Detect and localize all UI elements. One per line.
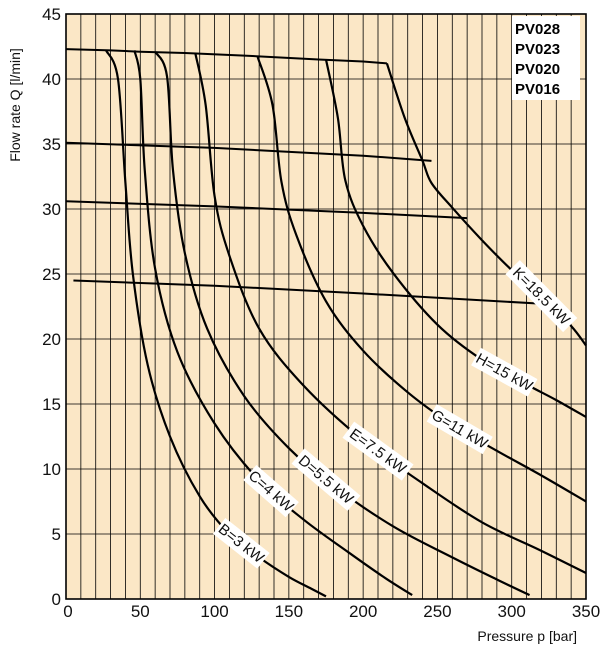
y-tick-label: 45 [42,5,61,24]
model-line-pv023 [65,141,432,162]
curve-label-backing [342,421,414,481]
model-line-pv016 [73,279,545,305]
model-label-pv023: PV023 [515,41,560,58]
curve-h-15-kw [324,59,587,418]
x-tick-label: 250 [423,602,451,621]
x-tick-label: 100 [200,602,228,621]
curve-label-backing [505,260,578,333]
curve-label-backing [212,518,270,569]
x-tick-label: 200 [349,602,377,621]
y-tick-label: 30 [42,200,61,219]
curve-b-3-kw [105,49,327,598]
plot-frame [65,13,587,600]
curve-c-4-kw [133,50,413,597]
tick-labels: 0 50 100 150 200 250 300 350 0 5 10 15 20 25 30 35 40 45 [42,5,600,621]
x-tick-label: 350 [572,602,600,621]
x-axis-label: Pressure p [bar] [477,628,577,644]
curve-e-7-5-kw [194,52,587,574]
model-legend: PV028 PV023 PV020 PV016 [512,16,580,100]
curve-label-backing [471,347,538,397]
curve-g-11-kw [256,56,587,503]
y-axis-label: Flow rate Q [l/min] [7,48,23,162]
y-tick-label: 10 [42,460,61,479]
model-label-pv028: PV028 [515,21,560,38]
plot-background [66,14,586,599]
x-tick-label: 300 [498,602,526,621]
x-tick-label: 50 [131,602,150,621]
y-tick-label: 20 [42,330,61,349]
x-tick-label: 150 [275,602,303,621]
y-tick-label: 40 [42,70,61,89]
model-legend-box [512,16,580,100]
curve-label-backing [426,404,493,455]
curve-label-backing [243,465,299,518]
model-label-pv016: PV016 [515,81,560,98]
y-tick-label: 5 [52,525,61,544]
y-tick-label: 15 [42,395,61,414]
y-tick-label: 35 [42,135,61,154]
model-label-pv020: PV020 [515,61,560,78]
y-tick-label: 25 [42,265,61,284]
y-tick-label: 0 [52,590,61,609]
x-tick-label: 0 [63,602,72,621]
curve-label-backing [291,448,361,511]
model-line-pv028 [65,48,387,65]
curve-d-5-5-kw [154,51,531,597]
